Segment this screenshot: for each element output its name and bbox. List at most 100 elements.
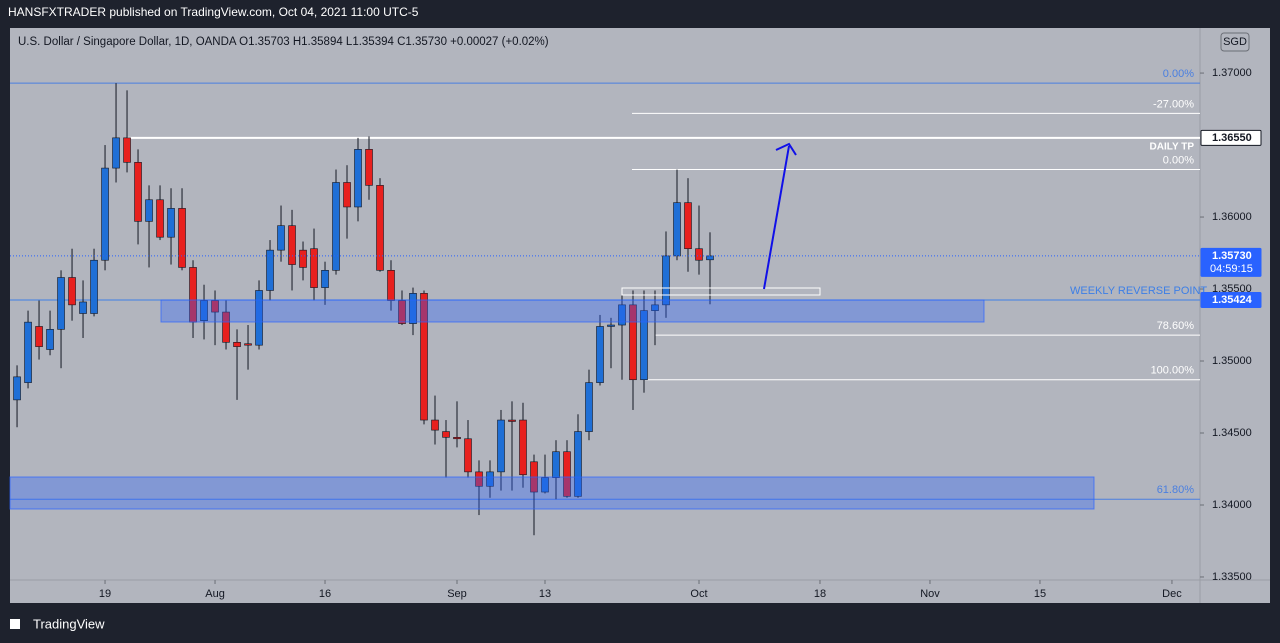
price-mark-label: 1.35730 <box>1212 250 1252 262</box>
x-tick-label: Oct <box>690 588 707 600</box>
y-tick-label: 1.35000 <box>1212 355 1252 367</box>
candle-body <box>420 293 428 421</box>
candle-body <box>684 202 692 250</box>
candle-body <box>398 300 406 324</box>
level-label: 61.80% <box>1157 484 1195 496</box>
level-label: 78.60% <box>1157 320 1195 332</box>
candle-body <box>244 343 252 346</box>
candle-body <box>222 311 230 343</box>
drawings <box>9 142 1095 510</box>
candle-body <box>123 137 131 163</box>
candle-body <box>145 199 153 222</box>
candle-body <box>574 431 582 497</box>
candle-body <box>541 477 549 493</box>
candle-body <box>442 431 450 438</box>
candle-body <box>332 182 340 271</box>
candle-body <box>178 208 186 268</box>
candle-body <box>651 304 659 311</box>
candle-body <box>13 376 21 401</box>
candle-body <box>453 437 461 440</box>
candle-body <box>354 149 362 208</box>
price-mark-label: 1.36550 <box>1212 132 1252 144</box>
zone <box>9 476 1095 510</box>
candle-body <box>607 324 615 327</box>
candle-body <box>695 248 703 261</box>
candle-body <box>310 248 318 288</box>
candle-body <box>299 249 307 268</box>
brand-logo: TradingView <box>10 616 105 631</box>
candle-body <box>497 419 505 473</box>
level-label: 0.00% <box>1163 68 1194 80</box>
candle-body <box>629 304 637 381</box>
price-countdown: 04:59:15 <box>1210 263 1253 275</box>
level-label: 100.00% <box>1151 365 1195 377</box>
candle-body <box>35 326 43 347</box>
candle-body <box>376 185 384 271</box>
candle-body <box>640 310 648 381</box>
zone <box>160 299 985 323</box>
candle-body <box>101 167 109 261</box>
x-tick-label: Dec <box>1162 588 1182 600</box>
candle-body <box>519 419 527 476</box>
reverse-box <box>621 287 821 296</box>
published-line: HANSFXTRADER published on TradingView.co… <box>8 5 419 19</box>
x-tick-label: 18 <box>814 588 826 600</box>
y-tick-label: 1.33500 <box>1212 571 1252 583</box>
candle-body <box>112 137 120 169</box>
price-mark-label: 1.35424 <box>1212 294 1253 306</box>
candle-body <box>596 326 604 383</box>
candle-body <box>255 290 263 346</box>
y-tick-label: 1.37000 <box>1212 67 1252 79</box>
candle-body <box>167 208 175 238</box>
candle-body <box>156 199 164 238</box>
candle-body <box>673 202 681 257</box>
candle-body <box>90 259 98 314</box>
candle-body <box>233 341 241 347</box>
candle-body <box>464 438 472 473</box>
symbol-legend: U.S. Dollar / Singapore Dollar, 1D, OAND… <box>18 36 549 48</box>
arrow-head <box>775 142 797 156</box>
x-tick-label: 15 <box>1034 588 1046 600</box>
candle-body <box>200 300 208 322</box>
candle-body <box>79 301 87 314</box>
x-tick-label: 16 <box>319 588 331 600</box>
candle-body <box>585 382 593 432</box>
candle-body <box>475 471 483 487</box>
price-mark-box <box>1200 129 1262 146</box>
plot-background <box>10 28 1270 603</box>
y-tick-label: 1.36000 <box>1212 211 1252 223</box>
candle-body <box>618 304 626 326</box>
candle-body <box>365 149 373 186</box>
candle-body <box>486 471 494 487</box>
candle-body <box>211 300 219 313</box>
candle-body <box>57 277 65 330</box>
candle-body <box>563 451 571 497</box>
brand-name: TradingView <box>33 616 105 631</box>
y-tick-label: 1.35500 <box>1212 283 1252 295</box>
candle-body <box>68 277 76 306</box>
candle-body <box>552 451 560 478</box>
candle-body <box>321 270 329 288</box>
candle-body <box>508 419 516 422</box>
level-label: DAILY TP <box>1150 141 1195 152</box>
candle-body <box>343 182 351 208</box>
candle-body <box>266 249 274 291</box>
candle-body <box>46 329 54 350</box>
candle-body <box>24 321 32 383</box>
candle-body <box>409 293 417 324</box>
candle-body <box>706 255 714 261</box>
x-tick-label: Aug <box>205 588 225 600</box>
price-mark-box <box>1200 247 1262 277</box>
candle-body <box>387 270 395 301</box>
candle-body <box>431 419 439 431</box>
level-label: 0.00% <box>1163 154 1194 166</box>
logo-icon <box>10 619 20 629</box>
y-tick-label: 1.34500 <box>1212 427 1252 439</box>
x-tick-label: 13 <box>539 588 551 600</box>
currency-button[interactable] <box>1220 32 1250 52</box>
level-label: WEEKLY REVERSE POINT <box>1070 285 1207 297</box>
candle-body <box>134 162 142 222</box>
candle-body <box>662 255 670 306</box>
x-tick-label: Nov <box>920 588 940 600</box>
